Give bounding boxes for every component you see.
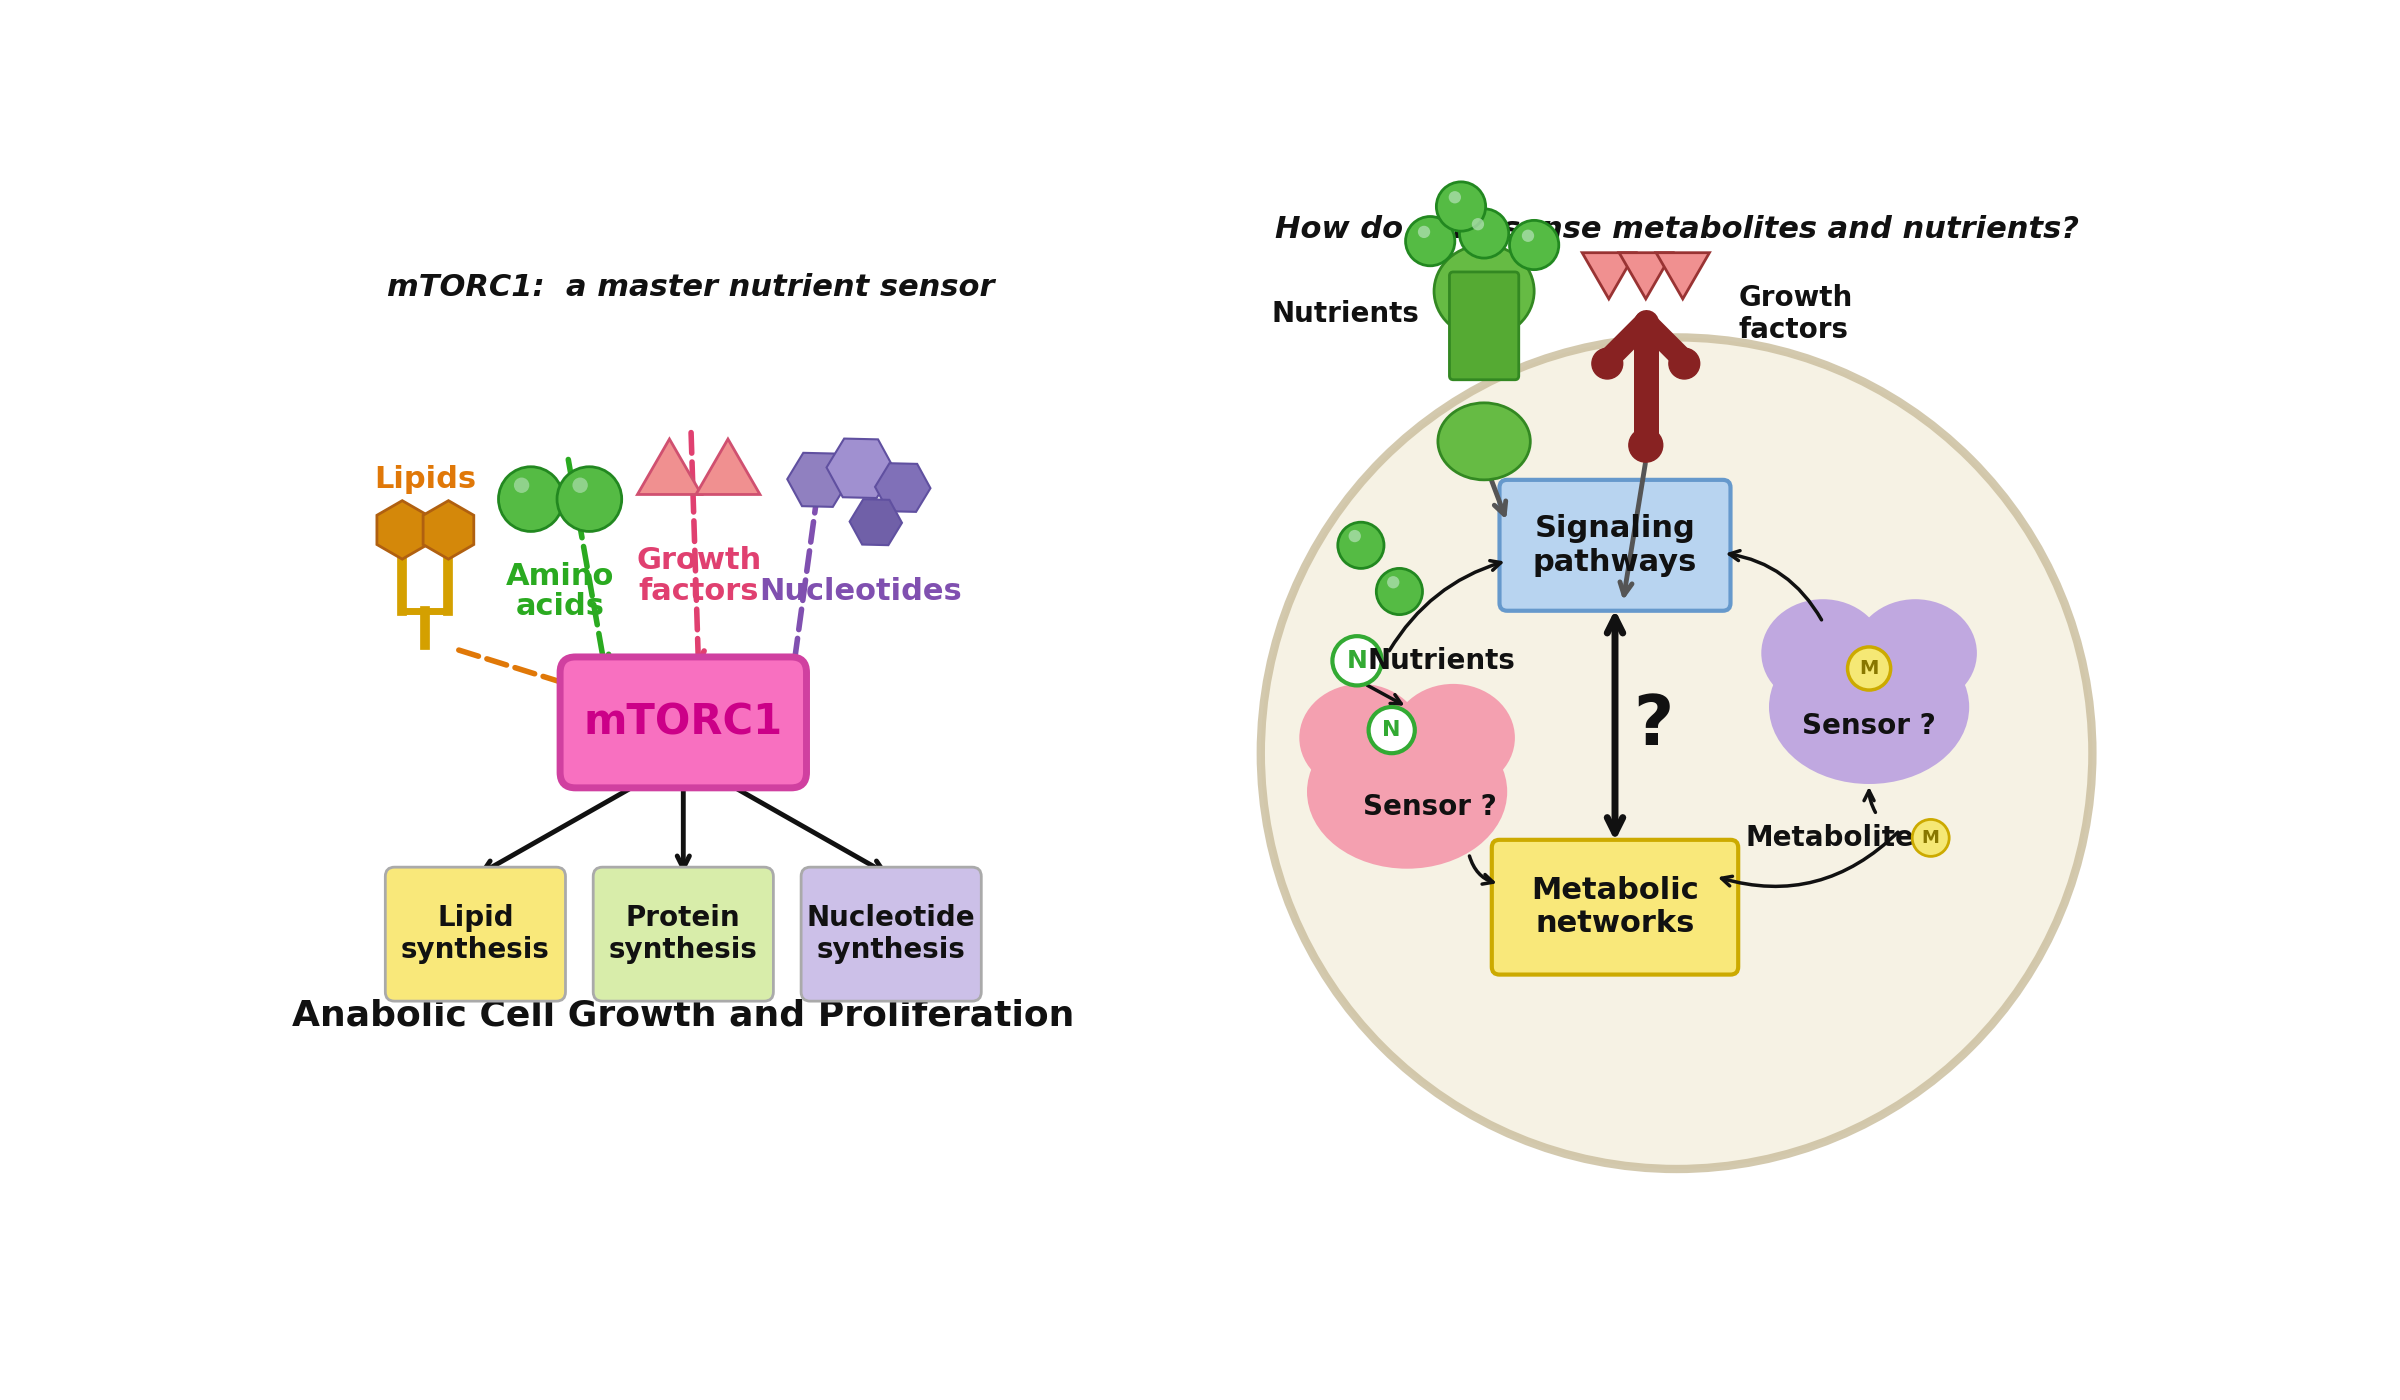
Text: Nutrients: Nutrients — [1272, 300, 1418, 328]
Ellipse shape — [1435, 245, 1534, 337]
FancyBboxPatch shape — [1500, 480, 1730, 610]
Circle shape — [1510, 220, 1558, 270]
FancyBboxPatch shape — [593, 867, 773, 1001]
Text: How do cells sense metabolites and nutrients?: How do cells sense metabolites and nutri… — [1274, 216, 2078, 244]
Circle shape — [1375, 568, 1423, 615]
Text: Metabolic
networks: Metabolic networks — [1531, 876, 1699, 938]
Circle shape — [1332, 636, 1382, 686]
Circle shape — [1406, 217, 1454, 266]
Text: Lipid
synthesis: Lipid synthesis — [401, 904, 550, 965]
Text: mTORC1:  a master nutrient sensor: mTORC1: a master nutrient sensor — [386, 273, 994, 302]
Text: M: M — [1922, 829, 1939, 847]
Text: Sensor ?: Sensor ? — [1802, 713, 1937, 741]
Text: N: N — [1346, 648, 1368, 673]
FancyBboxPatch shape — [1450, 272, 1519, 379]
Text: mTORC1: mTORC1 — [583, 701, 782, 743]
Circle shape — [574, 477, 588, 493]
Text: Lipids: Lipids — [374, 465, 478, 494]
Circle shape — [1459, 209, 1510, 258]
Circle shape — [1591, 349, 1622, 379]
Text: factors: factors — [638, 577, 758, 606]
Text: Protein
synthesis: Protein synthesis — [610, 904, 758, 965]
Circle shape — [514, 477, 530, 493]
Circle shape — [1913, 819, 1949, 857]
FancyBboxPatch shape — [559, 657, 806, 788]
Text: Growth: Growth — [636, 546, 761, 575]
Text: Metabolites: Metabolites — [1745, 823, 1932, 851]
FancyBboxPatch shape — [386, 867, 566, 1001]
Text: M: M — [1860, 659, 1879, 678]
Ellipse shape — [1298, 685, 1423, 792]
Ellipse shape — [1308, 714, 1507, 868]
Text: Anabolic Cell Growth and Proliferation: Anabolic Cell Growth and Proliferation — [293, 998, 1075, 1032]
Text: Sensor ?: Sensor ? — [1363, 792, 1498, 820]
Text: Amino: Amino — [506, 561, 614, 591]
Circle shape — [1368, 707, 1416, 753]
Circle shape — [1630, 428, 1663, 462]
Ellipse shape — [1762, 599, 1884, 707]
Ellipse shape — [1438, 403, 1531, 480]
Circle shape — [1450, 190, 1462, 203]
Circle shape — [1848, 647, 1891, 690]
Circle shape — [1349, 529, 1361, 542]
Circle shape — [1668, 349, 1699, 379]
Text: Nucleotides: Nucleotides — [758, 577, 962, 606]
Text: Nucleotide
synthesis: Nucleotide synthesis — [806, 904, 974, 965]
Circle shape — [1418, 225, 1430, 238]
FancyBboxPatch shape — [1493, 840, 1738, 974]
FancyBboxPatch shape — [802, 867, 982, 1001]
Ellipse shape — [1769, 630, 1970, 784]
Ellipse shape — [1392, 685, 1514, 792]
Ellipse shape — [1853, 599, 1978, 707]
Text: acids: acids — [516, 592, 605, 622]
Text: Signaling
pathways: Signaling pathways — [1534, 514, 1697, 577]
Circle shape — [1471, 218, 1483, 231]
Circle shape — [1337, 522, 1385, 568]
Text: Growth
factors: Growth factors — [1738, 284, 1853, 344]
Text: Nutrients: Nutrients — [1368, 647, 1517, 675]
Circle shape — [1435, 182, 1486, 231]
Circle shape — [557, 466, 622, 532]
Circle shape — [1387, 577, 1399, 588]
Text: N: N — [1382, 720, 1402, 741]
Text: ?: ? — [1634, 692, 1673, 759]
Ellipse shape — [1260, 337, 2093, 1169]
Circle shape — [499, 466, 564, 532]
Circle shape — [1522, 230, 1534, 242]
